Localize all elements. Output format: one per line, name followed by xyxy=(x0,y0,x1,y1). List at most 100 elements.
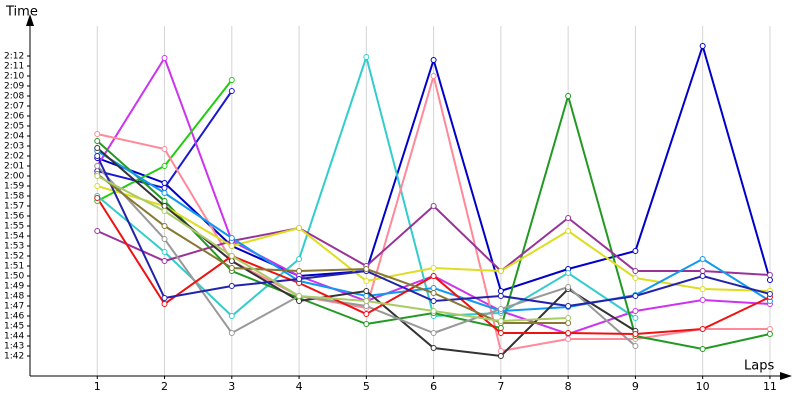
point xyxy=(161,223,168,229)
point xyxy=(565,93,572,99)
point xyxy=(699,297,706,303)
point xyxy=(632,308,639,314)
point xyxy=(565,320,572,326)
point xyxy=(430,203,437,209)
y-tick-label: 2:07 xyxy=(4,102,24,112)
x-tick-label: 9 xyxy=(632,380,639,393)
point xyxy=(161,55,168,61)
point xyxy=(161,146,168,152)
y-tick-label: 2:03 xyxy=(4,142,24,152)
x-tick-label: 5 xyxy=(363,380,370,393)
point xyxy=(94,173,101,179)
point xyxy=(161,203,168,209)
point xyxy=(296,293,303,299)
point xyxy=(228,283,235,289)
point xyxy=(94,138,101,144)
point xyxy=(430,73,437,79)
y-tick-label: 2:11 xyxy=(4,62,24,72)
y-tick-label: 2:05 xyxy=(4,122,24,132)
point xyxy=(766,326,773,332)
grid xyxy=(96,26,771,376)
point xyxy=(430,285,437,291)
y-tick-label: 2:01 xyxy=(4,162,24,172)
x-tick-label: 11 xyxy=(763,380,777,393)
y-tick-label: 1:43 xyxy=(4,342,24,352)
point xyxy=(497,325,504,331)
point xyxy=(161,295,168,301)
point xyxy=(430,308,437,314)
point xyxy=(94,195,101,201)
point xyxy=(296,298,303,304)
y-tick-label: 2:10 xyxy=(4,72,24,82)
point xyxy=(94,163,101,169)
point xyxy=(565,228,572,234)
point xyxy=(161,180,168,186)
y-axis-arrow xyxy=(26,14,34,26)
y-tick-label: 1:54 xyxy=(4,232,24,242)
x-tick-label: 2 xyxy=(161,380,168,393)
point xyxy=(94,145,101,151)
point xyxy=(430,330,437,336)
y-tick-label: 1:49 xyxy=(4,282,24,292)
y-tick-label: 2:04 xyxy=(4,132,24,142)
y-tick-label: 1:52 xyxy=(4,252,24,262)
point xyxy=(296,225,303,231)
y-axis-title: Time xyxy=(5,5,38,20)
point xyxy=(363,288,370,294)
point xyxy=(161,163,168,169)
point xyxy=(699,286,706,292)
point xyxy=(430,57,437,63)
point xyxy=(363,266,370,272)
point xyxy=(363,303,370,309)
x-tick-label: 10 xyxy=(696,380,710,393)
y-tick-label: 1:47 xyxy=(4,302,24,312)
point xyxy=(228,265,235,271)
point xyxy=(296,268,303,274)
point xyxy=(497,348,504,354)
point xyxy=(565,303,572,309)
y-tick-label: 1:55 xyxy=(4,222,24,232)
y-tick-label: 1:57 xyxy=(4,202,24,212)
point xyxy=(497,268,504,274)
point xyxy=(161,301,168,307)
point xyxy=(228,235,235,241)
point xyxy=(228,253,235,259)
point xyxy=(161,249,168,255)
y-tick-label: 1:51 xyxy=(4,262,24,272)
x-tick-label: 6 xyxy=(430,380,437,393)
point xyxy=(161,185,168,191)
point xyxy=(228,77,235,83)
point xyxy=(565,330,572,336)
point xyxy=(632,315,639,321)
y-tick-label: 1:50 xyxy=(4,272,24,282)
point xyxy=(94,228,101,234)
point xyxy=(228,330,235,336)
point xyxy=(161,236,168,242)
point xyxy=(497,288,504,294)
y-tick-label: 1:56 xyxy=(4,212,24,222)
point xyxy=(363,278,370,284)
y-tick-label: 1:46 xyxy=(4,312,24,322)
point xyxy=(161,190,168,196)
point xyxy=(228,88,235,94)
point xyxy=(363,54,370,60)
x-tick-label: 3 xyxy=(228,380,235,393)
point xyxy=(699,268,706,274)
point xyxy=(94,183,101,189)
point xyxy=(497,318,504,324)
point xyxy=(363,293,370,299)
y-tick-label: 1:48 xyxy=(4,292,24,302)
x-axis-title: Laps xyxy=(744,359,774,374)
point xyxy=(94,153,101,159)
point xyxy=(699,43,706,49)
point xyxy=(497,293,504,299)
point xyxy=(766,331,773,337)
point xyxy=(497,330,504,336)
point xyxy=(766,272,773,278)
y-tick-label: 1:44 xyxy=(4,332,24,342)
point xyxy=(632,248,639,254)
point xyxy=(430,290,437,296)
point xyxy=(632,331,639,337)
